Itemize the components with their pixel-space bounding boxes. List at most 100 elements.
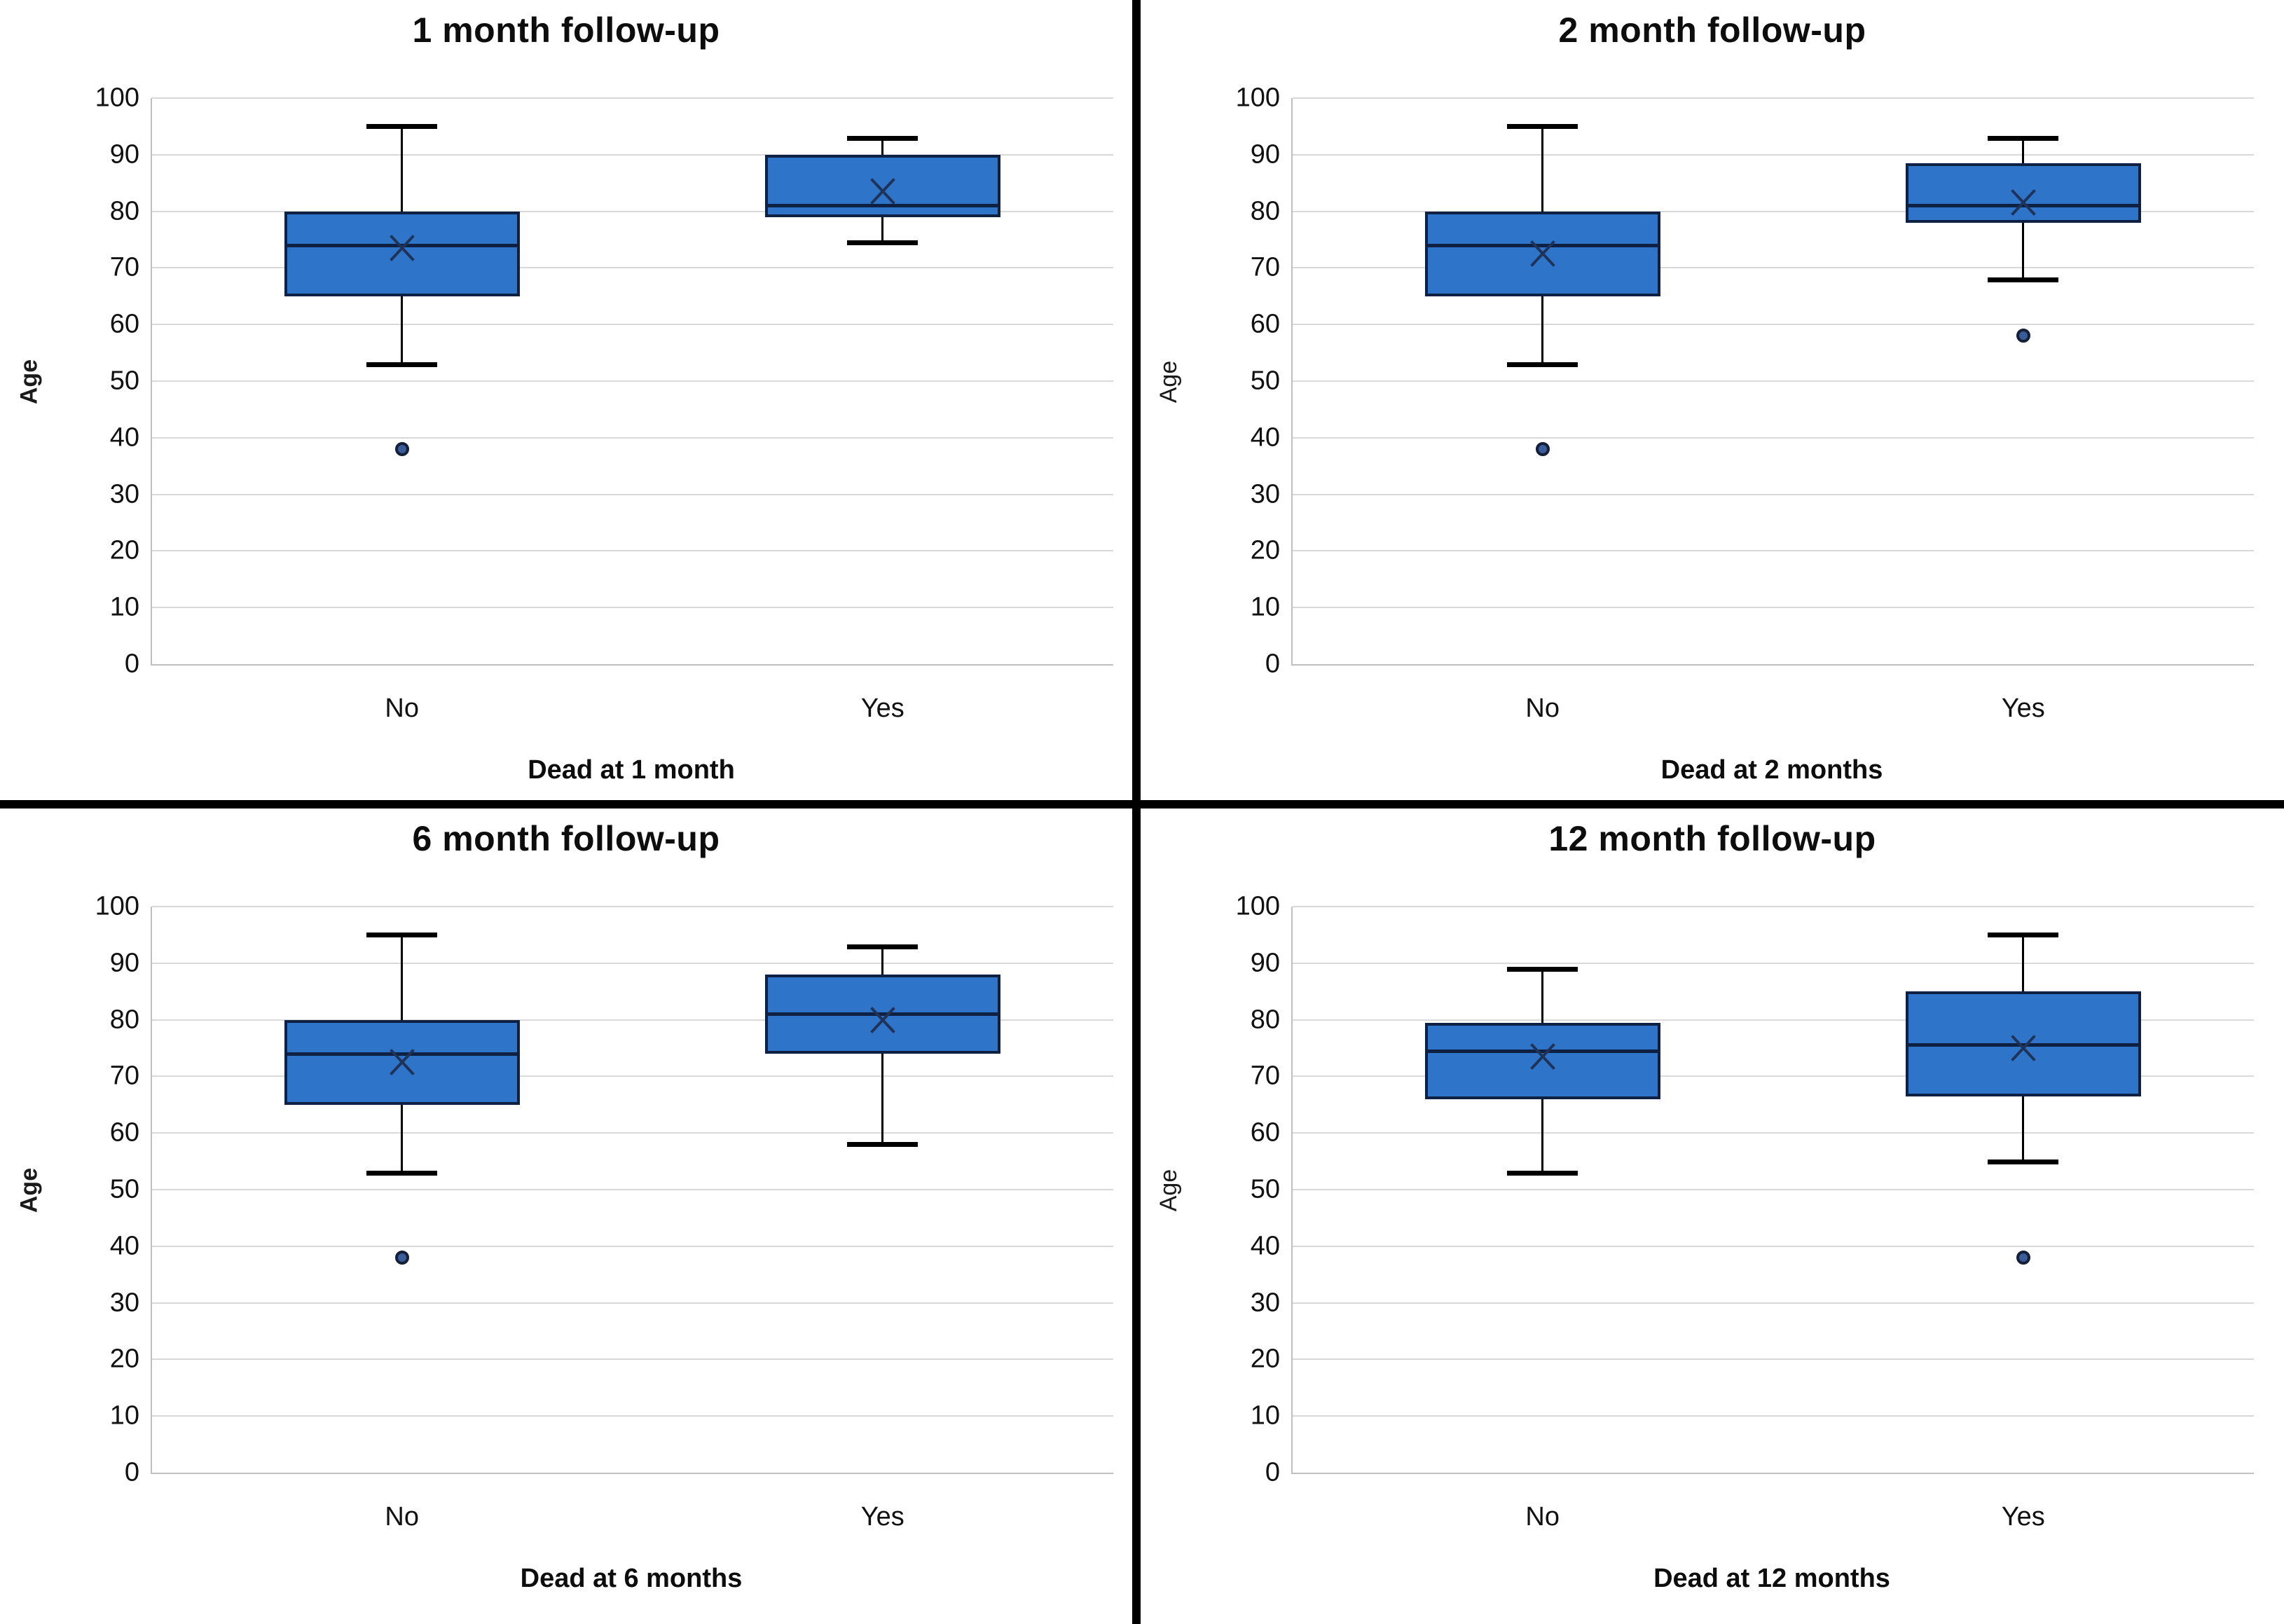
y-tick-label: 60 [109,309,139,339]
x-tick-label: Yes [860,1502,904,1532]
y-tick-label: 10 [1250,1401,1280,1431]
whisker-cap-top [366,933,438,938]
gridline [1293,153,2254,156]
outlier-point [1535,441,1550,456]
gridline [152,550,1113,552]
chart-title: 6 month follow-up [412,819,720,858]
gridline [152,436,1113,439]
y-tick-label: 60 [1250,1117,1280,1148]
mean-x-marker [2008,187,2039,218]
whisker-cap-top [1988,135,2059,141]
y-tick-label: 60 [109,1117,139,1148]
gridline [152,962,1113,964]
y-tick-label: 50 [109,366,139,396]
gridline [1293,210,2254,212]
y-axis-title: Age [15,359,43,405]
mean-x-marker [2008,1033,2039,1064]
y-axis-title: Age [1155,360,1182,404]
y-tick-label: 20 [109,535,139,565]
y-tick-label: 30 [1250,479,1280,509]
y-tick-label: 90 [109,139,139,170]
y-tick-label: 50 [1250,366,1280,396]
plot-area: 0 10 20 30 40 50 60 70 80 90 100 No Yes [95,892,1113,1532]
x-tick-label: Yes [2001,1502,2045,1532]
y-tick-label: 80 [109,1005,139,1035]
whisker-cap-top [847,135,919,141]
mean-x-marker [387,1047,418,1078]
gridline [152,1132,1113,1134]
whisker-cap-top [1507,124,1578,130]
box-no [284,211,520,296]
whisker-cap-bottom [366,362,438,367]
gridline [152,380,1113,382]
x-tick-label: No [385,1502,420,1532]
gridline [152,97,1113,99]
mean-x-marker [867,176,898,207]
gridline [1293,962,2254,964]
gridline [1293,550,2254,552]
outlier-point [2016,1250,2030,1265]
gridline [1293,906,2254,907]
y-tick-label: 70 [1250,1061,1280,1091]
mean-x-marker [1527,238,1558,269]
y-tick-label: 20 [1250,1344,1280,1374]
gridline [1293,436,2254,439]
y-tick-label: 40 [109,422,139,453]
gridline [1293,267,2254,269]
plot-area: 0 10 20 30 40 50 60 70 80 90 100 No Yes [1236,83,2254,723]
y-tick-label: 30 [1250,1288,1280,1318]
whisker-cap-top [1507,966,1578,972]
y-tick-label: 100 [95,891,139,921]
x-axis-title: Dead at 12 months [1653,1564,1890,1593]
gridline [152,1189,1113,1190]
whisker-cap-top [847,944,919,949]
chart-title: 2 month follow-up [1558,11,1866,50]
gridline [1293,1075,2254,1078]
y-tick-label: 10 [109,1401,139,1431]
x-tick-label: No [1525,1502,1560,1532]
y-tick-label: 40 [1250,422,1280,453]
y-tick-label: 80 [1250,1005,1280,1035]
mean-x-marker [387,233,418,263]
gridline [152,324,1113,326]
y-tick-label: 80 [109,196,139,226]
x-tick-label: Yes [860,694,904,723]
plot-area: 0 10 20 30 40 50 60 70 80 90 100 No Yes [1236,892,2254,1532]
whisker-cap-bottom [1507,1170,1578,1176]
gridline [152,1245,1113,1247]
mean-x-marker [1527,1041,1558,1072]
panel-2-month-follow-up: 2 month follow-up Age 0 10 20 30 40 50 60 70 80 9… [1141,0,2284,800]
gridline [152,210,1113,212]
y-tick-label: 30 [109,1288,139,1318]
whisker-cap-bottom [1507,362,1578,367]
panel-1-month-follow-up: 1 month follow-up Age 0 10 20 30 40 50 60 70 80 9… [0,0,1132,800]
gridline [152,607,1113,609]
gridline [1293,1415,2254,1417]
gridline [1293,1302,2254,1304]
gridline [152,1358,1113,1361]
gridline [152,1415,1113,1417]
y-tick-label: 50 [109,1174,139,1204]
gridline [152,267,1113,269]
y-tick-label: 100 [1235,83,1280,113]
y-tick-label: 0 [124,649,139,679]
x-tick-label: Yes [2001,694,2045,723]
plot-area: 0 10 20 30 40 50 60 70 80 90 100 No Yes [95,83,1113,723]
gridline [152,906,1113,907]
gridline [152,1075,1113,1078]
gridline [152,1302,1113,1304]
horizontal-divider-line [0,800,2284,808]
x-axis-title: Dead at 1 month [528,755,735,785]
y-tick-label: 80 [1250,196,1280,226]
y-tick-label: 50 [1250,1174,1280,1204]
y-tick-label: 0 [1265,649,1280,679]
y-tick-label: 60 [1250,309,1280,339]
y-tick-label: 70 [109,1061,139,1091]
gridline [152,1019,1113,1021]
x-tick-label: No [1525,694,1560,723]
vertical-divider-line [1132,0,1141,1624]
outlier-point [2016,329,2030,343]
y-tick-label: 20 [109,1344,139,1374]
y-tick-label: 0 [124,1457,139,1487]
